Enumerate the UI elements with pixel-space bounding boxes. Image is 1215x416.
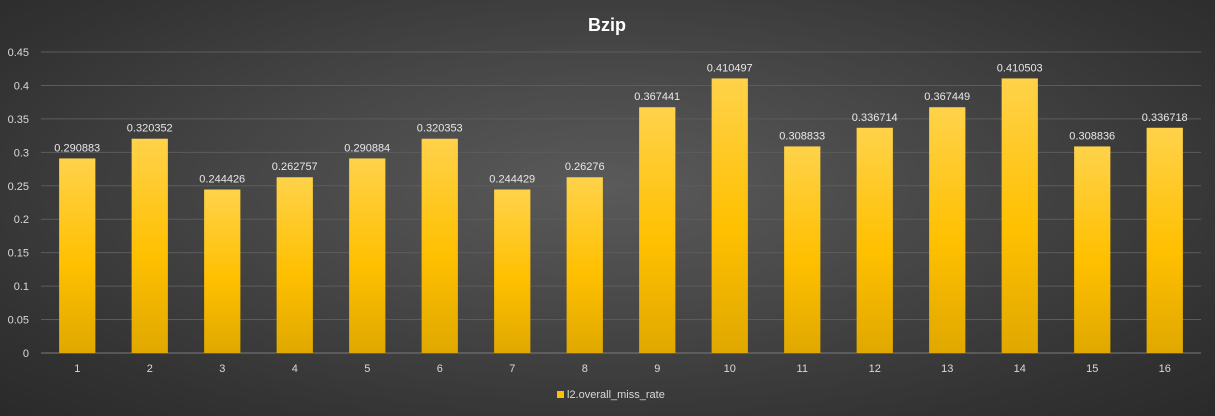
x-tick-label: 4 bbox=[292, 363, 298, 375]
bar-16 bbox=[1146, 127, 1183, 353]
bar-15 bbox=[1074, 146, 1111, 353]
data-label: 0.244429 bbox=[489, 174, 535, 186]
y-tick-label: 0.1 bbox=[14, 281, 29, 293]
bar-13 bbox=[929, 107, 966, 354]
legend-label: l2.overall_miss_rate bbox=[567, 389, 665, 401]
x-tick-label: 14 bbox=[1014, 363, 1026, 375]
bar-2 bbox=[131, 138, 168, 353]
x-tick-label: 16 bbox=[1159, 363, 1171, 375]
bar-1 bbox=[59, 158, 96, 353]
data-label: 0.262757 bbox=[272, 161, 318, 173]
bar-4 bbox=[276, 177, 313, 353]
x-tick-label: 9 bbox=[654, 363, 660, 375]
bar-14 bbox=[1001, 78, 1038, 354]
legend: l2.overall_miss_rate bbox=[557, 389, 665, 401]
bar-7 bbox=[494, 189, 531, 353]
x-tick-label: 6 bbox=[437, 363, 443, 375]
x-tick-label: 11 bbox=[797, 363, 808, 375]
y-tick-label: 0.45 bbox=[8, 47, 29, 59]
data-label: 0.336714 bbox=[852, 112, 898, 124]
y-tick-label: 0.25 bbox=[8, 181, 29, 193]
x-tick-label: 12 bbox=[869, 363, 881, 375]
legend-marker bbox=[557, 391, 564, 398]
y-tick-label: 0.05 bbox=[8, 315, 29, 327]
x-tick-label: 8 bbox=[582, 363, 588, 375]
x-tick-label: 13 bbox=[941, 363, 953, 375]
bar-3 bbox=[204, 189, 241, 353]
data-label: 0.367449 bbox=[924, 91, 970, 103]
y-tick-label: 0.35 bbox=[8, 114, 29, 126]
bar-11 bbox=[784, 146, 821, 353]
x-tick-label: 5 bbox=[364, 363, 370, 375]
data-label: 0.244426 bbox=[199, 174, 245, 186]
data-label: 0.308833 bbox=[779, 130, 825, 142]
x-tick-label: 3 bbox=[219, 363, 225, 375]
x-tick-label: 10 bbox=[724, 363, 736, 375]
x-tick-label: 15 bbox=[1086, 363, 1098, 375]
y-tick-label: 0.2 bbox=[14, 214, 29, 226]
data-label: 0.336718 bbox=[1142, 112, 1188, 124]
bars: 0.290883 0.320352 0.244426 0.262757 0.290884… bbox=[54, 62, 1188, 354]
data-label: 0.308836 bbox=[1069, 130, 1115, 142]
y-tick-label: 0.3 bbox=[14, 147, 29, 159]
data-label: 0.320352 bbox=[127, 123, 173, 135]
x-tick-label: 7 bbox=[509, 363, 515, 375]
data-label: 0.410503 bbox=[997, 62, 1043, 74]
data-label: 0.290884 bbox=[344, 142, 390, 154]
bar-6 bbox=[421, 138, 458, 353]
bar-12 bbox=[856, 127, 893, 353]
x-tick-label: 2 bbox=[147, 363, 153, 375]
x-axis-ticks: 1 2 3 4 5 6 7 8 9 10 11 12 13 14 15 16 bbox=[74, 363, 1171, 375]
data-label: 0.410497 bbox=[707, 62, 753, 74]
data-label: 0.367441 bbox=[634, 91, 680, 103]
data-label: 0.320353 bbox=[417, 123, 463, 135]
bar-5 bbox=[349, 158, 386, 353]
y-tick-label: 0.4 bbox=[14, 80, 29, 92]
y-axis-ticks: 0 0.05 0.1 0.15 0.2 0.25 0.3 0.35 0.4 0.45 bbox=[8, 47, 29, 360]
data-label: 0.26276 bbox=[565, 161, 605, 173]
bar-9 bbox=[639, 107, 676, 353]
bar-8 bbox=[566, 177, 603, 353]
bar-10 bbox=[711, 78, 748, 353]
chart-title: Bzip bbox=[588, 15, 626, 35]
y-tick-label: 0 bbox=[23, 348, 29, 360]
data-label: 0.290883 bbox=[54, 142, 100, 154]
x-tick-label: 1 bbox=[74, 363, 80, 375]
y-tick-label: 0.15 bbox=[8, 248, 29, 260]
